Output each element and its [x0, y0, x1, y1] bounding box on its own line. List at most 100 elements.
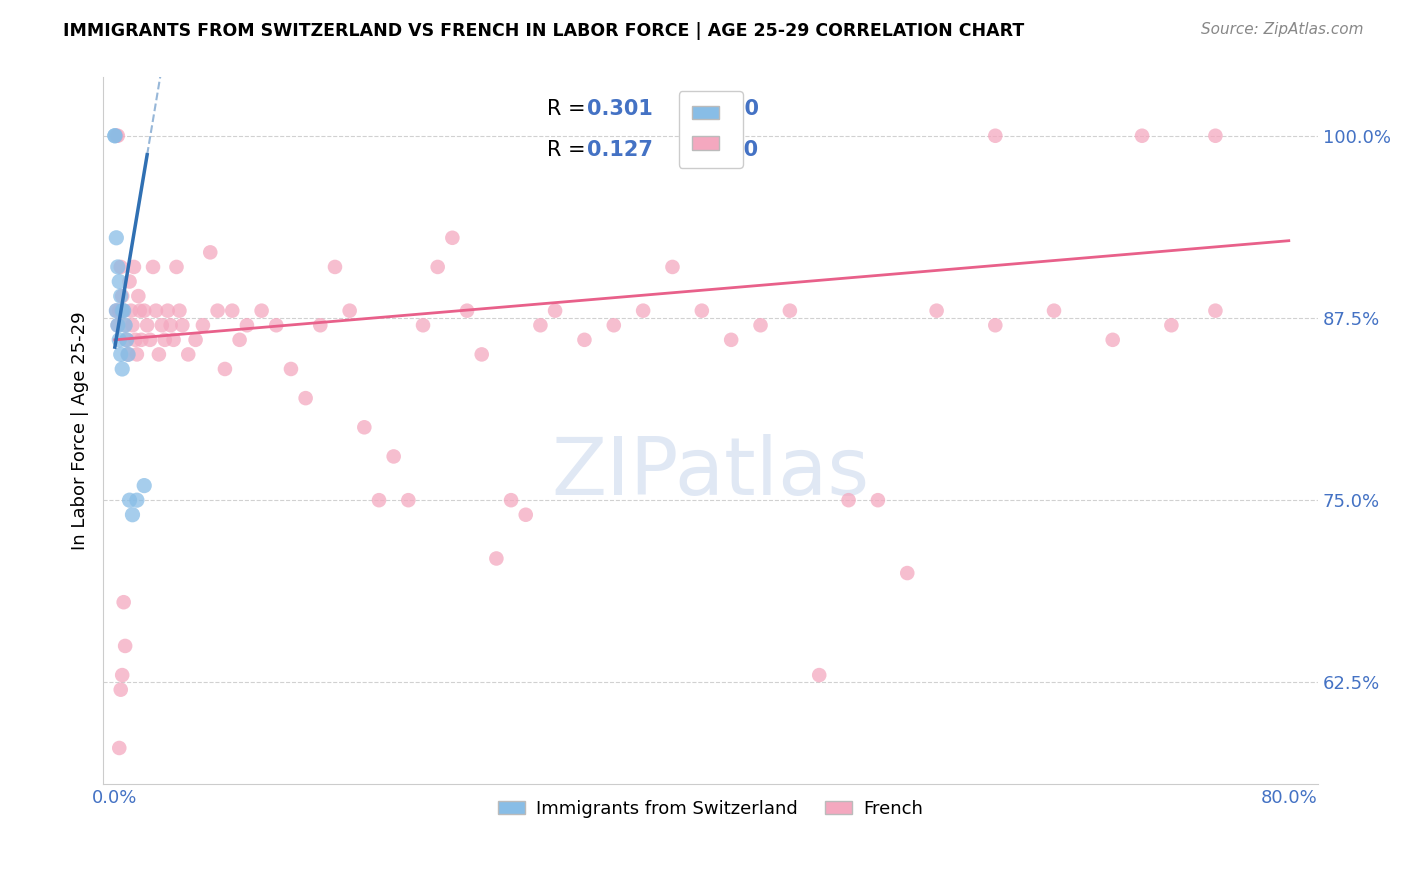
Legend: Immigrants from Switzerland, French: Immigrants from Switzerland, French	[491, 792, 931, 825]
Point	[896, 566, 918, 580]
Text: R =: R =	[547, 139, 592, 160]
Point	[1043, 303, 1066, 318]
Point	[228, 333, 250, 347]
Point	[984, 318, 1007, 333]
Point	[118, 493, 141, 508]
Point	[125, 493, 148, 508]
Point	[214, 362, 236, 376]
Point	[127, 289, 149, 303]
Point	[150, 318, 173, 333]
Point	[236, 318, 259, 333]
Point	[838, 493, 860, 508]
Point	[396, 493, 419, 508]
Point	[368, 493, 391, 508]
Point	[105, 303, 128, 318]
Point	[266, 318, 288, 333]
Point	[485, 551, 508, 566]
Point	[749, 318, 772, 333]
Text: 90: 90	[730, 139, 759, 160]
Point	[114, 318, 136, 333]
Point	[121, 318, 143, 333]
Point	[177, 347, 200, 361]
Point	[412, 318, 434, 333]
Point	[200, 245, 222, 260]
Point	[105, 128, 128, 143]
Point	[120, 303, 142, 318]
Point	[134, 303, 156, 318]
Point	[1130, 128, 1153, 143]
Point	[159, 318, 181, 333]
Point	[134, 478, 156, 492]
Point	[125, 347, 148, 361]
Point	[118, 275, 141, 289]
Text: 0.127: 0.127	[586, 139, 652, 160]
Point	[690, 303, 713, 318]
Text: Source: ZipAtlas.com: Source: ZipAtlas.com	[1201, 22, 1364, 37]
Point	[117, 347, 139, 361]
Point	[866, 493, 889, 508]
Point	[309, 318, 332, 333]
Point	[112, 303, 135, 318]
Point	[117, 347, 139, 361]
Y-axis label: In Labor Force | Age 25-29: In Labor Force | Age 25-29	[72, 311, 89, 550]
Point	[323, 260, 346, 274]
Point	[110, 260, 132, 274]
Point	[294, 391, 316, 405]
Point	[471, 347, 494, 361]
Point	[984, 128, 1007, 143]
Point	[110, 682, 132, 697]
Point	[207, 303, 229, 318]
Point	[115, 333, 138, 347]
Point	[925, 303, 948, 318]
Point	[121, 508, 143, 522]
Point	[111, 289, 134, 303]
Point	[221, 303, 243, 318]
Point	[108, 303, 131, 318]
Point	[631, 303, 654, 318]
Point	[156, 303, 179, 318]
Point	[544, 303, 567, 318]
Point	[122, 260, 145, 274]
Point	[108, 333, 131, 347]
Point	[110, 289, 132, 303]
Point	[574, 333, 596, 347]
Point	[191, 318, 214, 333]
Point	[339, 303, 361, 318]
Text: IMMIGRANTS FROM SWITZERLAND VS FRENCH IN LABOR FORCE | AGE 25-29 CORRELATION CHA: IMMIGRANTS FROM SWITZERLAND VS FRENCH IN…	[63, 22, 1025, 40]
Point	[104, 128, 127, 143]
Point	[1101, 333, 1123, 347]
Point	[129, 333, 152, 347]
Point	[128, 303, 150, 318]
Point	[105, 303, 128, 318]
Point	[111, 668, 134, 682]
Text: R =: R =	[547, 99, 592, 120]
Text: N =: N =	[695, 99, 741, 120]
Point	[169, 303, 191, 318]
Point	[661, 260, 683, 274]
Point	[250, 303, 273, 318]
Point	[115, 333, 138, 347]
Point	[111, 362, 134, 376]
Point	[110, 347, 132, 361]
Point	[104, 128, 127, 143]
Point	[382, 450, 405, 464]
Point	[162, 333, 184, 347]
Point	[108, 275, 131, 289]
Point	[105, 231, 128, 245]
Point	[515, 508, 537, 522]
Point	[172, 318, 194, 333]
Point	[107, 318, 129, 333]
Point	[108, 741, 131, 756]
Point	[112, 303, 135, 318]
Point	[441, 231, 464, 245]
Point	[148, 347, 170, 361]
Point	[426, 260, 449, 274]
Point	[184, 333, 207, 347]
Text: 0.301: 0.301	[586, 99, 652, 120]
Point	[499, 493, 522, 508]
Point	[107, 128, 129, 143]
Point	[353, 420, 375, 434]
Point	[139, 333, 162, 347]
Text: ZIPatlas: ZIPatlas	[551, 434, 870, 512]
Point	[779, 303, 801, 318]
